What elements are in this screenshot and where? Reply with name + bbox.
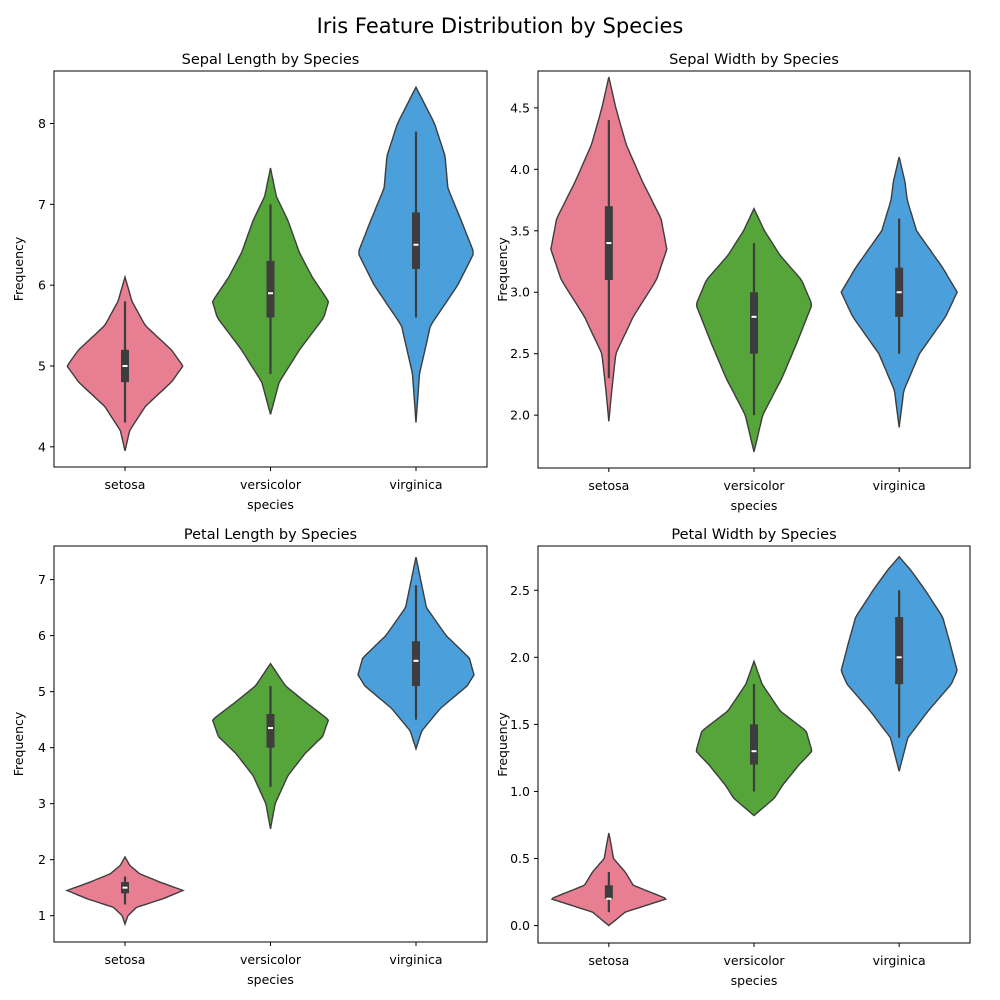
y-tick-label: 2.5 [510, 346, 530, 361]
x-tick-label: versicolor [240, 477, 302, 492]
y-tick-label: 3 [38, 796, 46, 811]
x-axis-label: species [731, 973, 778, 988]
axes-frame [53, 545, 488, 943]
chart-panel-3: Petal Length by Species 1 2 3 4 5 6 7 setosa vers… [11, 527, 488, 987]
chart-panel-1: Sepal Length by Species 4 5 6 7 8 setosa versic… [11, 52, 488, 512]
axes-frame [537, 545, 971, 944]
y-tick-label: 4 [38, 740, 46, 755]
y-tick-label: 2.0 [510, 408, 530, 423]
x-axis-label: species [731, 498, 778, 513]
chart-title: Sepal Length by Species [182, 52, 360, 68]
chart-panel-2: Sepal Width by Species 2.0 2.5 3.0 3.5 4.0 4.5… [495, 52, 971, 513]
iqr-box-versicolor [750, 724, 758, 765]
y-axis-label: Frequency [495, 237, 510, 302]
x-tick-label: versicolor [724, 953, 786, 968]
x-tick-label: virginica [873, 953, 926, 968]
iqr-box-versicolor [266, 714, 275, 748]
x-tick-label: virginica [389, 477, 442, 492]
y-tick-label: 2.5 [510, 583, 530, 598]
x-tick-label: setosa [105, 952, 146, 967]
x-tick-label: setosa [588, 953, 629, 968]
iqr-box-virginica [411, 641, 420, 687]
iqr-box-virginica [895, 617, 904, 685]
y-tick-label: 4.5 [510, 100, 530, 115]
x-axis-label: species [247, 972, 294, 987]
y-axis-label: Frequency [11, 711, 26, 776]
x-tick-label: versicolor [724, 478, 786, 493]
y-tick-label: 5 [38, 358, 46, 373]
chart-title: Petal Width by Species [671, 527, 836, 543]
y-tick-label: 3.5 [510, 223, 530, 238]
y-axis-label: Frequency [495, 712, 510, 777]
iqr-box-versicolor [750, 292, 758, 354]
y-tick-label: 8 [38, 116, 46, 131]
y-tick-label: 4.0 [510, 162, 530, 177]
y-tick-label: 1.0 [510, 784, 530, 799]
y-tick-label: 1 [38, 908, 46, 923]
x-tick-label: virginica [873, 478, 926, 493]
x-tick-label: virginica [389, 952, 442, 967]
y-tick-label: 5 [38, 684, 46, 699]
iqr-box-versicolor [266, 260, 275, 318]
iqr-box-setosa [604, 885, 613, 899]
x-tick-label: setosa [105, 477, 146, 492]
x-axis-label: species [247, 497, 294, 512]
y-tick-label: 7 [38, 197, 46, 212]
y-tick-label: 1.5 [510, 717, 530, 732]
y-tick-label: 4 [38, 439, 46, 454]
y-tick-label: 0.0 [510, 918, 530, 933]
axes-frame [53, 70, 488, 468]
figure-title: Iris Feature Distribution by Species [316, 14, 684, 38]
chart-title: Petal Length by Species [184, 527, 357, 543]
y-tick-label: 6 [38, 628, 46, 643]
x-tick-label: versicolor [240, 952, 302, 967]
y-tick-label: 3.0 [510, 285, 530, 300]
chart-title: Sepal Width by Species [669, 52, 839, 68]
y-axis-label: Frequency [11, 236, 26, 301]
iqr-box-virginica [411, 212, 420, 269]
y-tick-label: 2.0 [510, 650, 530, 665]
y-tick-label: 2 [38, 852, 46, 867]
chart-panel-4: Petal Width by Species 0.0 0.5 1.0 1.5 2.0 2.5… [495, 527, 971, 988]
y-tick-label: 7 [38, 572, 46, 587]
y-tick-label: 0.5 [510, 851, 530, 866]
axes-frame [537, 70, 971, 469]
y-tick-label: 6 [38, 278, 46, 293]
x-tick-label: setosa [588, 478, 629, 493]
